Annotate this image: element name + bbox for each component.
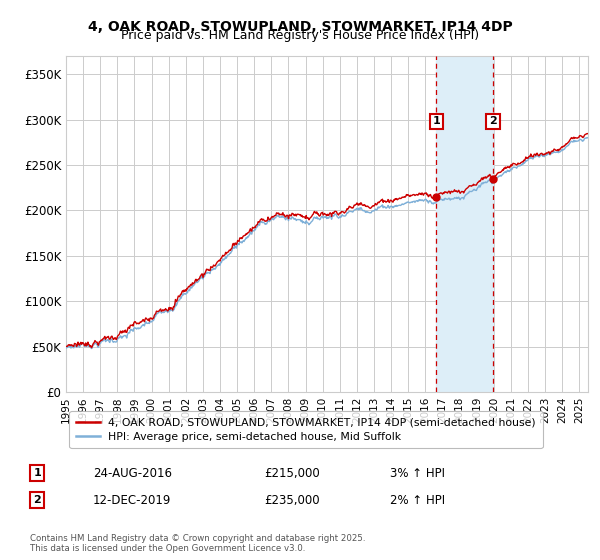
Bar xyxy=(436,56,493,392)
Text: 24-AUG-2016: 24-AUG-2016 xyxy=(93,466,172,480)
Text: £235,000: £235,000 xyxy=(264,493,320,507)
Text: £215,000: £215,000 xyxy=(264,466,320,480)
Text: 2: 2 xyxy=(489,116,497,127)
Text: 2: 2 xyxy=(34,495,41,505)
Legend: 4, OAK ROAD, STOWUPLAND, STOWMARKET, IP14 4DP (semi-detached house), HPI: Averag: 4, OAK ROAD, STOWUPLAND, STOWMARKET, IP1… xyxy=(70,411,542,449)
Text: 2% ↑ HPI: 2% ↑ HPI xyxy=(390,493,445,507)
Text: 1: 1 xyxy=(34,468,41,478)
Text: 3% ↑ HPI: 3% ↑ HPI xyxy=(390,466,445,480)
Text: Price paid vs. HM Land Registry's House Price Index (HPI): Price paid vs. HM Land Registry's House … xyxy=(121,29,479,42)
Text: 1: 1 xyxy=(433,116,440,127)
Text: 12-DEC-2019: 12-DEC-2019 xyxy=(93,493,172,507)
Text: Contains HM Land Registry data © Crown copyright and database right 2025.
This d: Contains HM Land Registry data © Crown c… xyxy=(30,534,365,553)
Text: 4, OAK ROAD, STOWUPLAND, STOWMARKET, IP14 4DP: 4, OAK ROAD, STOWUPLAND, STOWMARKET, IP1… xyxy=(88,20,512,34)
